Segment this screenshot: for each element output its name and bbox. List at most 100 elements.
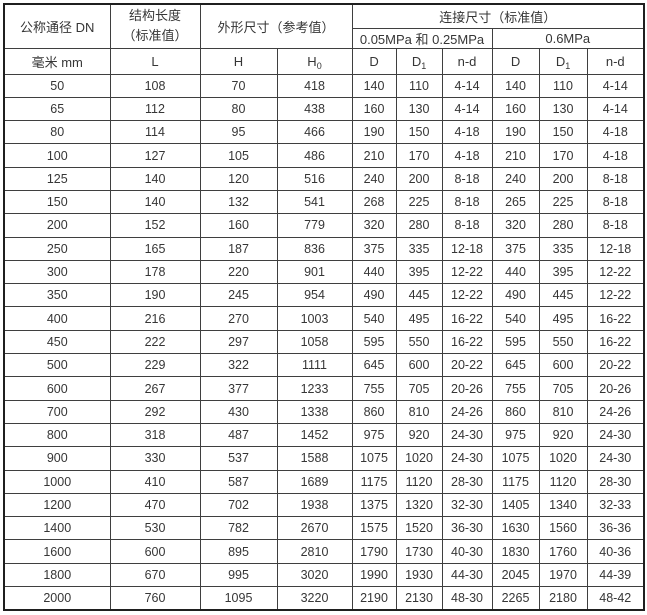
table-cell: 120 [199, 166, 278, 191]
table-row: 350 190 245 954 490 445 12-22 490 445 12-22 [3, 283, 645, 308]
table-cell: 920 [538, 422, 588, 448]
table-row: 1200 470 702 1938 1375 1320 32-30 1405 1340 32-33 [3, 492, 645, 518]
table-row: 1400 530 782 2670 1575 1520 36-30 1630 1560 36-36 [3, 516, 645, 541]
table-cell: 8-18 [441, 213, 493, 238]
table-cell: 318 [109, 422, 201, 448]
table-cell: 920 [395, 422, 443, 448]
table-cell: 670 [109, 562, 201, 588]
table-cell: 48-42 [586, 586, 645, 611]
table-cell: 1990 [351, 562, 397, 588]
table-cell: 395 [395, 259, 443, 285]
table-cell: 755 [351, 376, 397, 401]
table-cell: 200 [395, 166, 443, 191]
table-cell: 268 [351, 189, 397, 215]
table-cell: 540 [491, 306, 540, 331]
table-cell: 12-22 [441, 283, 493, 308]
table-cell: 782 [199, 516, 278, 541]
table-cell: 12-18 [441, 236, 493, 261]
table-cell: 1075 [491, 446, 540, 471]
table-cell: 400 [3, 306, 111, 331]
table-cell: 70 [199, 73, 278, 98]
header-symbol-d1-low-base: D [411, 53, 422, 69]
header-structure-length: 结构长度 （标准值） [109, 3, 201, 49]
table-cell: 225 [395, 189, 443, 215]
table-cell: 1760 [538, 539, 588, 564]
table-cell: 645 [491, 353, 540, 378]
table-cell: 1020 [538, 446, 588, 471]
table-cell: 375 [351, 236, 397, 261]
table-cell: 4-14 [586, 96, 645, 122]
table-cell: 760 [109, 586, 201, 611]
table-row: 600 267 377 1233 755 705 20-26 755 705 20-26 [3, 376, 645, 401]
table-cell: 1588 [276, 446, 353, 471]
table-cell: 178 [109, 259, 201, 285]
valve-dimension-table: 公称通径 DN 结构长度 （标准值） 外形尺寸（参考值） 连接尺寸（标准值） 0… [3, 3, 646, 611]
table-cell: 350 [3, 283, 111, 308]
table-cell: 322 [199, 353, 278, 378]
table-cell: 44-39 [586, 562, 645, 588]
header-symbol-h0-subscript: 0 [316, 60, 322, 71]
table-cell: 445 [395, 283, 443, 308]
table-cell: 4-18 [441, 120, 493, 145]
table-cell: 267 [109, 376, 201, 401]
table-cell: 700 [3, 399, 111, 424]
table-cell: 2180 [538, 586, 588, 611]
table-cell: 1175 [351, 469, 397, 494]
table-cell: 210 [351, 143, 397, 168]
table-cell: 20-26 [441, 376, 493, 401]
table-cell: 160 [491, 96, 540, 122]
table-cell: 50 [3, 73, 111, 98]
table-cell: 165 [109, 236, 201, 261]
table-cell: 2130 [395, 586, 443, 611]
header-symbol-h: H [199, 47, 278, 75]
table-cell: 440 [491, 259, 540, 285]
table-cell: 245 [199, 283, 278, 308]
table-cell: 105 [199, 143, 278, 168]
table-cell: 110 [395, 73, 443, 98]
table-cell: 190 [491, 120, 540, 145]
table-cell: 755 [491, 376, 540, 401]
header-symbol-d1-high-base: D [555, 53, 566, 69]
table-cell: 595 [491, 329, 540, 355]
table-row: 125 140 120 516 240 200 8-18 240 200 8-18 [3, 166, 645, 191]
table-row: 100 127 105 486 210 170 4-18 210 170 4-18 [3, 143, 645, 168]
table-row: 80 114 95 466 190 150 4-18 190 150 4-18 [3, 120, 645, 145]
table-cell: 587 [199, 469, 278, 494]
table-row: 50 108 70 418 140 110 4-14 140 110 4-14 [3, 73, 645, 98]
table-cell: 377 [199, 376, 278, 401]
table-cell: 860 [491, 399, 540, 424]
table-cell: 187 [199, 236, 278, 261]
table-cell: 495 [538, 306, 588, 331]
table-cell: 160 [351, 96, 397, 122]
table-cell: 645 [351, 353, 397, 378]
table-cell: 1600 [3, 539, 111, 564]
table-cell: 487 [199, 422, 278, 448]
table-cell: 516 [276, 166, 353, 191]
table-cell: 12-22 [586, 259, 645, 285]
table-row: 800 318 487 1452 975 920 24-30 975 920 24-30 [3, 422, 645, 448]
table-cell: 810 [538, 399, 588, 424]
table-cell: 375 [491, 236, 540, 261]
table-cell: 240 [351, 166, 397, 191]
table-cell: 300 [3, 259, 111, 285]
table-cell: 24-30 [441, 446, 493, 471]
table-cell: 280 [538, 213, 588, 238]
table-cell: 2190 [351, 586, 397, 611]
table-row: 700 292 430 1338 860 810 24-26 860 810 24-26 [3, 399, 645, 424]
table-cell: 127 [109, 143, 201, 168]
table-cell: 130 [395, 96, 443, 122]
table-cell: 335 [538, 236, 588, 261]
table-cell: 240 [491, 166, 540, 191]
table-cell: 975 [491, 422, 540, 448]
table-cell: 1095 [199, 586, 278, 611]
table-cell: 2045 [491, 562, 540, 588]
table-cell: 125 [3, 166, 111, 191]
table-cell: 1120 [538, 469, 588, 494]
table-cell: 1320 [395, 492, 443, 518]
table-cell: 152 [109, 213, 201, 238]
table-cell: 4-14 [441, 96, 493, 122]
table-cell: 20-22 [441, 353, 493, 378]
table-cell: 24-26 [586, 399, 645, 424]
table-cell: 600 [109, 539, 201, 564]
